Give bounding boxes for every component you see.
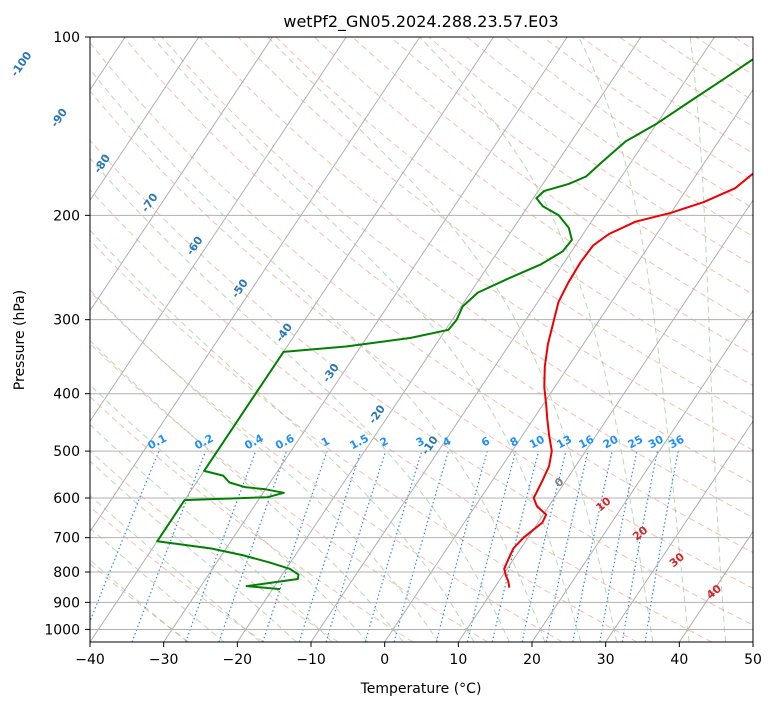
profile-lines — [156, 58, 753, 591]
moist-adiabat — [90, 423, 333, 642]
dewpoint-profile — [156, 58, 753, 591]
y-tick-label: 600 — [53, 491, 80, 507]
mixing-ratio-line — [545, 450, 589, 642]
moist-adiabat — [90, 229, 475, 642]
mixing-ratio-label: 20 — [601, 433, 621, 452]
moist-adiabat — [90, 460, 297, 642]
dry-adiabat — [199, 37, 753, 451]
moist-adiabat — [90, 527, 225, 642]
isotherm — [457, 199, 753, 642]
plot-frame — [89, 36, 754, 643]
moist-adiabat — [90, 339, 404, 642]
moist-adiabat — [90, 289, 439, 642]
isotherm — [752, 641, 753, 642]
isotherm — [310, 37, 715, 642]
dry-adiabat — [90, 90, 753, 589]
isotherm — [384, 88, 753, 642]
y-tick-label: 400 — [53, 387, 80, 403]
isotherm — [90, 37, 421, 533]
y-tick-label: 300 — [53, 313, 80, 329]
x-tick-label: −20 — [223, 652, 253, 668]
isotherm — [90, 37, 347, 423]
dry-adiabat — [275, 37, 753, 387]
dry-adiabat — [90, 239, 638, 642]
moist-adiabat — [267, 37, 618, 642]
mixing-ratio-label: 16 — [577, 433, 597, 452]
isotherm — [678, 530, 753, 642]
moist-adiabat — [152, 37, 582, 642]
dry-adiabat — [90, 139, 753, 626]
grid-lines — [90, 37, 753, 642]
x-tick-label: −10 — [296, 652, 326, 668]
moist-adiabat — [90, 68, 546, 642]
dry-adiabat — [90, 189, 712, 642]
mixing-ratio-label: 36 — [667, 433, 687, 452]
mixing-ratio-line — [435, 450, 488, 642]
mixing-ratio-label: 25 — [626, 433, 646, 452]
y-tick-label: 200 — [53, 208, 80, 224]
mixing-ratio-line — [364, 450, 423, 642]
mixing-ratio-line — [466, 450, 517, 642]
y-tick-label: 700 — [53, 531, 80, 547]
y-tick-label: 100 — [53, 30, 80, 46]
isotherm — [90, 37, 273, 312]
x-tick-label: −40 — [75, 652, 105, 668]
mixing-ratio-line — [298, 450, 362, 642]
plot-area — [90, 37, 753, 642]
x-tick-label: 30 — [597, 652, 615, 668]
y-tick-label: 1000 — [44, 622, 80, 638]
x-tick-label: 20 — [523, 652, 541, 668]
x-tick-label: 10 — [449, 652, 467, 668]
x-tick-label: 0 — [380, 652, 389, 668]
dry-adiabat — [90, 505, 264, 642]
temperature-profile — [503, 172, 753, 588]
x-axis-label: Temperature (°C) — [360, 681, 482, 697]
mixing-ratio-line — [218, 450, 288, 642]
mixing-ratio-label: 13 — [554, 433, 574, 452]
axes: −40 −30 −20 −10 0 10 20 30 40 50 1000 900 800 700 600 5… — [44, 30, 762, 668]
dry-adiabat-label: -90 — [48, 106, 70, 130]
background-lines — [90, 37, 753, 642]
dry-adiabat — [237, 37, 753, 419]
moist-adiabat — [90, 157, 510, 642]
isotherm — [605, 420, 753, 642]
chart-title: wetPf2_GN05.2024.288.23.57.E03 — [283, 12, 558, 32]
mixing-ratio-label: 30 — [646, 433, 666, 452]
y-axis-label: Pressure (hPa) — [12, 290, 28, 390]
y-tick-label: 500 — [53, 444, 80, 460]
dry-adiabat — [390, 37, 753, 295]
x-tick-label: 40 — [670, 652, 688, 668]
moist-adiabat — [578, 37, 690, 642]
mixing-ratio-line — [90, 450, 160, 623]
isotherm — [163, 37, 568, 642]
x-tick-label: −30 — [149, 652, 179, 668]
dry-adiabat — [90, 290, 563, 642]
moist-adiabat — [689, 37, 727, 642]
x-tick-label: 50 — [744, 652, 762, 668]
mixing-ratio-line — [262, 450, 328, 642]
mixing-ratio-line — [185, 450, 257, 642]
isotherm — [90, 37, 200, 202]
moist-adiabat — [90, 494, 261, 642]
mixing-ratio-line — [131, 450, 207, 642]
mixing-ratio-line — [325, 450, 387, 642]
y-tick-label: 800 — [53, 565, 80, 581]
dry-adiabat-label: -100 — [8, 49, 35, 79]
mixing-ratio-line — [521, 450, 567, 642]
dry-adiabat — [90, 342, 488, 642]
moist-adiabat — [90, 559, 188, 642]
isotherm — [531, 309, 753, 642]
moist-adiabat — [419, 37, 654, 642]
y-tick-label: 900 — [53, 595, 80, 611]
mixing-ratio-label: 10 — [527, 433, 547, 452]
isotherm — [236, 37, 642, 642]
